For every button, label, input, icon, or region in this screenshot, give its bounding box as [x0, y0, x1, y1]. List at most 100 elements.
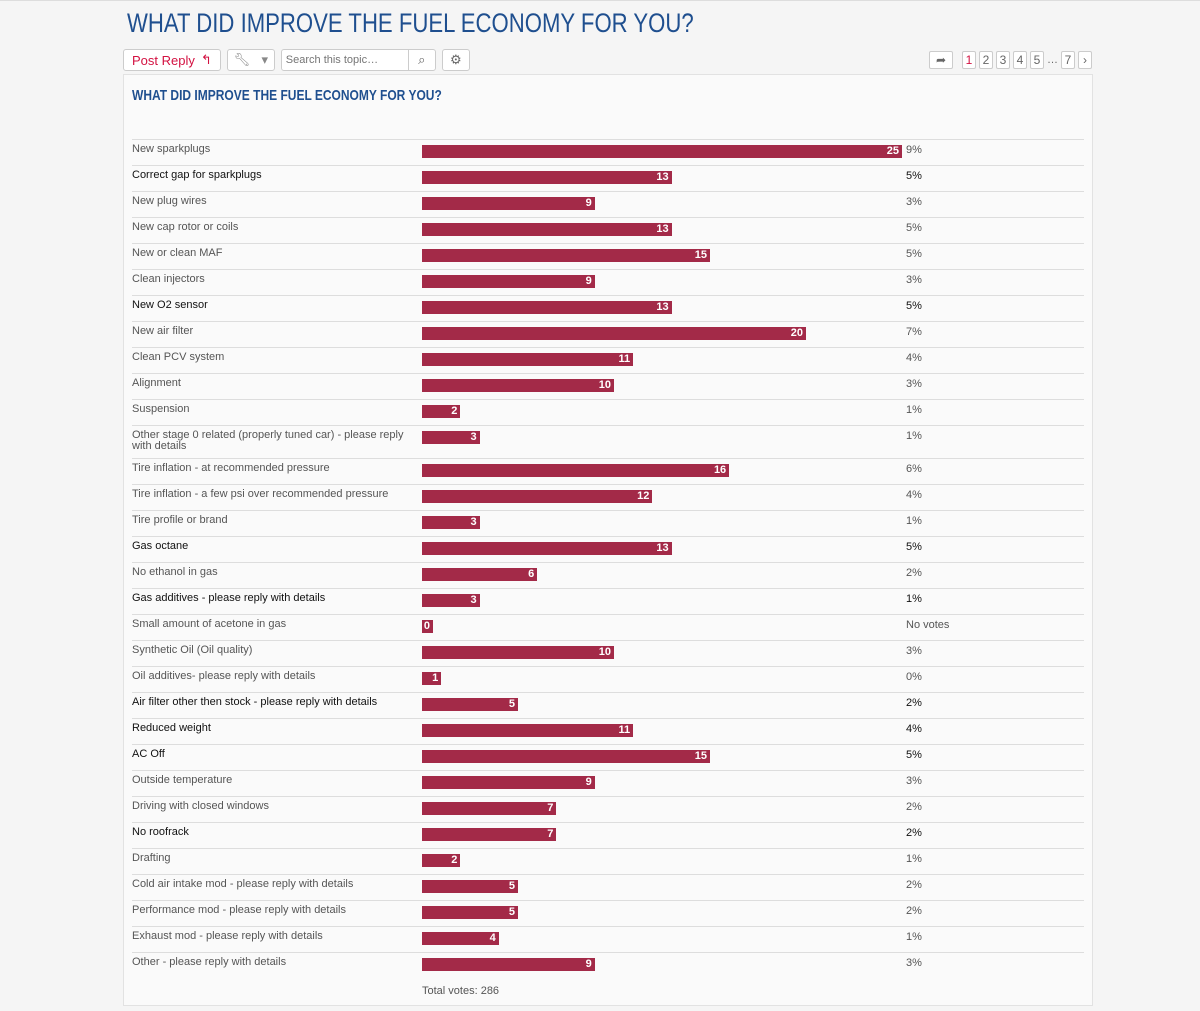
poll-result-bar: 13	[422, 542, 672, 555]
poll-result-bar: 13	[422, 223, 672, 236]
poll-option-row: New cap rotor or coils 13 5%	[132, 217, 1084, 243]
poll-option-row: Exhaust mod - please reply with details …	[132, 926, 1084, 952]
poll-option-percent: 3%	[906, 957, 922, 969]
post-reply-button[interactable]: Post Reply ↰	[123, 49, 221, 71]
poll-result-bar: 25	[422, 145, 902, 158]
poll-option-percent: 4%	[906, 352, 922, 364]
poll-option-label: New O2 sensor	[132, 299, 208, 311]
poll-option-row: Reduced weight 11 4%	[132, 718, 1084, 744]
poll-option-label: Reduced weight	[132, 722, 211, 734]
gear-icon: ⚙	[449, 52, 462, 67]
poll-result-bar: 3	[422, 594, 480, 607]
advanced-search-button[interactable]: ⚙	[441, 49, 470, 71]
poll-option-label: Performance mod - please reply with deta…	[132, 904, 346, 916]
poll-option-percent: 3%	[906, 645, 922, 657]
poll-option-percent: 6%	[906, 463, 922, 475]
poll-option-row: Synthetic Oil (Oil quality) 10 3%	[132, 640, 1084, 666]
search-icon: ⌕	[418, 52, 426, 67]
poll-result-bar: 4	[422, 932, 499, 945]
poll-option-row: Driving with closed windows 7 2%	[132, 796, 1084, 822]
poll-option-label: Gas octane	[132, 540, 189, 552]
poll-option-row: Clean PCV system 11 4%	[132, 347, 1084, 373]
poll-option-row: Air filter other then stock - please rep…	[132, 692, 1084, 718]
poll-option-row: Small amount of acetone in gas 0 No vote…	[132, 614, 1084, 640]
poll-option-label: Correct gap for sparkplugs	[132, 169, 262, 181]
poll-result-bar: 2	[422, 405, 461, 418]
poll-option-row: Alignment 10 3%	[132, 373, 1084, 399]
poll-option-row: Tire profile or brand 3 1%	[132, 510, 1084, 536]
poll-option-row: Other - please reply with details 9 3%	[132, 952, 1084, 978]
poll-option-percent: 5%	[906, 541, 922, 553]
poll-result-bar: 1	[422, 672, 442, 685]
poll-option-percent: 2%	[906, 905, 922, 917]
poll-option-label: Tire inflation - at recommended pressure	[132, 462, 330, 474]
wrench-icon: 🔧︎	[233, 52, 251, 67]
poll-option-label: Drafting	[132, 852, 171, 864]
poll-option-label: Exhaust mod - please reply with details	[132, 930, 323, 942]
poll-result-bar: 9	[422, 197, 595, 210]
next-page-button[interactable]: ›	[1078, 51, 1092, 69]
page-5[interactable]: 5	[1030, 51, 1044, 69]
page-7[interactable]: 7	[1061, 51, 1075, 69]
page-2[interactable]: 2	[979, 51, 993, 69]
poll-option-percent: No votes	[906, 619, 950, 631]
search-button[interactable]: ⌕	[407, 49, 436, 71]
poll-option-row: Correct gap for sparkplugs 13 5%	[132, 165, 1084, 191]
page-4[interactable]: 4	[1013, 51, 1027, 69]
poll-option-label: Other stage 0 related (properly tuned ca…	[132, 429, 404, 452]
search-input[interactable]	[280, 49, 409, 71]
poll-result-bar: 6	[422, 568, 538, 581]
page-1[interactable]: 1	[962, 51, 976, 69]
poll-option-row: No roofrack 7 2%	[132, 822, 1084, 848]
poll-option-row: Cold air intake mod - please reply with …	[132, 874, 1084, 900]
poll-option-label: Outside temperature	[132, 774, 233, 786]
poll-option-label: Oil additives- please reply with details	[132, 670, 316, 682]
poll-option-label: Cold air intake mod - please reply with …	[132, 878, 354, 890]
pagination-ellipsis: …	[1047, 54, 1058, 66]
poll-option-row: New sparkplugs 25 9%	[132, 139, 1084, 165]
poll-option-row: New air filter 20 7%	[132, 321, 1084, 347]
poll-result-bar: 10	[422, 379, 614, 392]
poll-option-percent: 0%	[906, 671, 922, 683]
action-bar: Post Reply ↰ 🔧︎ ▾ ⌕ ⚙	[123, 49, 470, 71]
poll-result-bar: 15	[422, 750, 710, 763]
total-votes: Total votes: 286	[422, 985, 500, 997]
poll-option-row: Tire inflation - at recommended pressure…	[132, 458, 1084, 484]
poll-result-bar: 3	[422, 516, 480, 529]
poll-option-row: New O2 sensor 13 5%	[132, 295, 1084, 321]
poll-option-label: Alignment	[132, 377, 181, 389]
poll-result-bar: 7	[422, 828, 557, 841]
poll-option-label: Tire inflation - a few psi over recommen…	[132, 488, 389, 500]
poll-option-label: Synthetic Oil (Oil quality)	[132, 644, 253, 656]
poll-result-bar: 2	[422, 854, 461, 867]
poll-option-percent: 1%	[906, 430, 922, 442]
poll-option-label: No roofrack	[132, 826, 189, 838]
poll-option-row: Gas additives - please reply with detail…	[132, 588, 1084, 614]
poll-option-percent: 1%	[906, 593, 922, 605]
poll-option-label: Clean injectors	[132, 273, 205, 285]
poll-option-percent: 2%	[906, 827, 922, 839]
reply-icon: ↰	[200, 52, 212, 67]
poll-option-label: Gas additives - please reply with detail…	[132, 592, 326, 604]
poll-option-label: Driving with closed windows	[132, 800, 269, 812]
poll-option-row: Other stage 0 related (properly tuned ca…	[132, 425, 1084, 458]
poll-option-row: New or clean MAF 15 5%	[132, 243, 1084, 269]
poll-option-percent: 3%	[906, 775, 922, 787]
poll-option-row: Performance mod - please reply with deta…	[132, 900, 1084, 926]
post-reply-label: Post Reply	[132, 52, 195, 68]
poll-option-percent: 5%	[906, 248, 922, 260]
page-title: WHAT DID IMPROVE THE FUEL ECONOMY FOR YO…	[127, 8, 694, 38]
page-3[interactable]: 3	[996, 51, 1010, 69]
poll-option-percent: 2%	[906, 879, 922, 891]
poll-result-bar: 5	[422, 906, 518, 919]
poll-option-label: Tire profile or brand	[132, 514, 228, 526]
poll-option-label: Small amount of acetone in gas	[132, 618, 287, 630]
poll-result-bar: 0	[422, 620, 433, 633]
poll-option-row: Tire inflation - a few psi over recommen…	[132, 484, 1084, 510]
poll-result-bar: 5	[422, 698, 518, 711]
jump-to-page-button[interactable]: ➦	[929, 51, 953, 69]
poll-option-percent: 5%	[906, 749, 922, 761]
poll-option-row: Gas octane 13 5%	[132, 536, 1084, 562]
poll-panel: WHAT DID IMPROVE THE FUEL ECONOMY FOR YO…	[123, 74, 1093, 1006]
topic-tools-dropdown[interactable]: 🔧︎ ▾	[226, 49, 275, 71]
